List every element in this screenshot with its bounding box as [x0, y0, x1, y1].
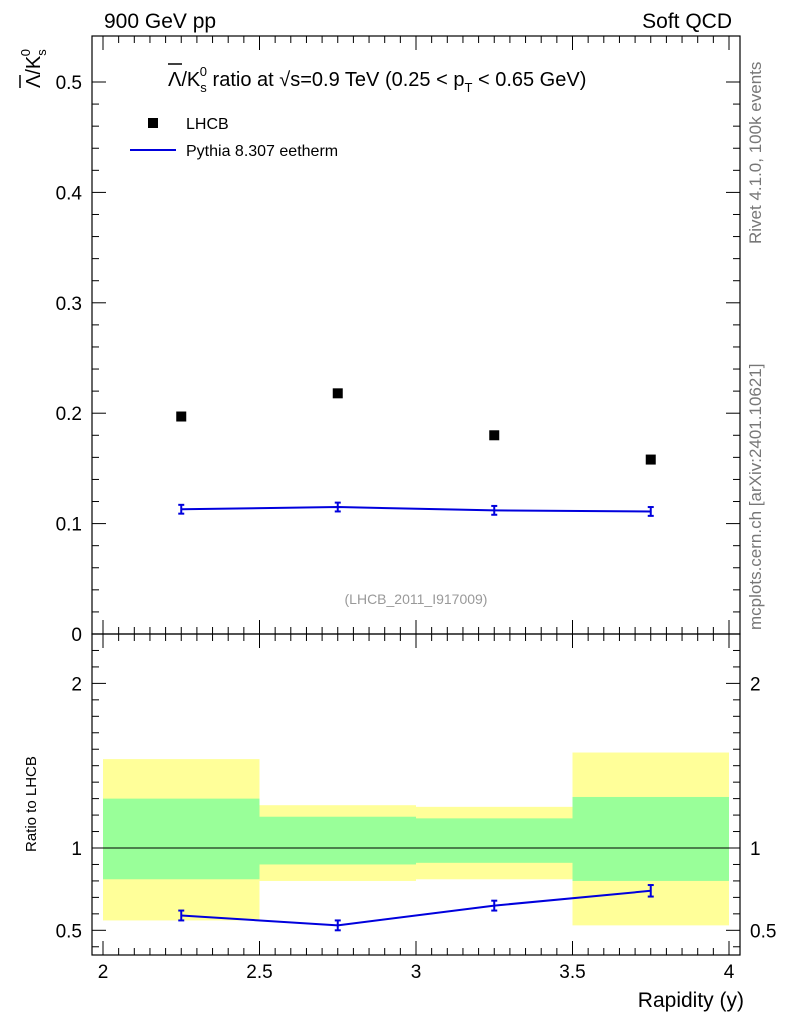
header-left: 900 GeV pp [104, 10, 216, 33]
y-tick-label-0.2: 0.2 [56, 404, 82, 425]
ratio-ylabel: Ratio to LHCB [23, 756, 40, 852]
ylabel-lambda: Λ [23, 74, 45, 88]
sqrt-sign: √ [279, 69, 290, 91]
title-sup-0: 0 [200, 64, 207, 79]
title-part-c: s=0.9 TeV (0.25 < p [290, 69, 464, 91]
title-part-a: /K [181, 69, 201, 91]
svg-text:Λ/Ks0 ratio at √s=0.9 TeV (0.2: Λ/Ks0 ratio at √s=0.9 TeV (0.25 < pT < 0… [168, 64, 586, 95]
chart-title: Λ/Ks0 ratio at √s=0.9 TeV (0.25 < pT < 0… [168, 63, 586, 95]
rivet-label: Rivet 4.1.0, 100k events [746, 61, 765, 244]
mcplots-label: mcplots.cern.ch [arXiv:2401.10621] [746, 363, 765, 630]
x-tick-label-2.5: 2.5 [246, 962, 272, 983]
ratio-y-tick-label-right-1: 1 [750, 839, 761, 860]
band-green-3 [572, 796, 729, 881]
ratio-y-tick-label-left-1: 1 [71, 839, 82, 860]
title-part-b: ratio at [207, 69, 279, 91]
y-tick-label-0.4: 0.4 [56, 183, 83, 204]
ylabel-k: /K [23, 55, 45, 75]
x-tick-label-3: 3 [411, 962, 422, 983]
main-ylabel: Λ/Ks0 [18, 49, 49, 88]
title-sub-T: T [464, 80, 472, 95]
x-axis-label: Rapidity (y) [638, 989, 744, 1012]
y-tick-label-0.5: 0.5 [56, 73, 82, 94]
ratio-y-tick-label-left-0.5: 0.5 [56, 921, 82, 942]
legend-mc-label: Pythia 8.307 eetherm [186, 143, 338, 160]
lhcb-point-1 [332, 388, 343, 399]
lhcb-point-0 [176, 411, 187, 422]
band-green-0 [103, 798, 260, 880]
ratio-line [181, 889, 651, 927]
lhcb-point-3 [645, 454, 656, 465]
analysis-watermark: (LHCB_2011_I917009) [345, 591, 488, 607]
y-tick-label-0.1: 0.1 [56, 515, 82, 536]
ratio-y-tick-label-left-2: 2 [71, 674, 82, 695]
header-right: Soft QCD [642, 10, 732, 33]
title-lambda: Λ [168, 69, 182, 91]
y-tick-label-0.3: 0.3 [56, 294, 82, 315]
lhcb-point-2 [489, 430, 500, 441]
ylabel-sub-s: s [34, 49, 49, 56]
y-tick-label-0: 0 [71, 625, 82, 646]
legend-data-label: LHCB [186, 116, 229, 133]
band-green-2 [416, 818, 573, 863]
svg-text:Λ/Ks0: Λ/Ks0 [18, 49, 49, 88]
band-green-1 [259, 816, 416, 865]
title-part-d: < 0.65 GeV) [472, 69, 586, 91]
ratio-y-tick-label-right-2: 2 [750, 674, 761, 695]
ylabel-sup-0: 0 [18, 49, 33, 56]
legend-data-marker [148, 118, 158, 128]
x-tick-label-3.5: 3.5 [559, 962, 585, 983]
ratio-y-tick-label-right-0.5: 0.5 [750, 921, 776, 942]
x-tick-label-4: 4 [724, 962, 735, 983]
x-tick-label-2: 2 [98, 962, 109, 983]
legend: LHCB Pythia 8.307 eetherm [130, 116, 338, 160]
pythia-line [181, 506, 651, 513]
title-sub-s: s [200, 80, 207, 95]
